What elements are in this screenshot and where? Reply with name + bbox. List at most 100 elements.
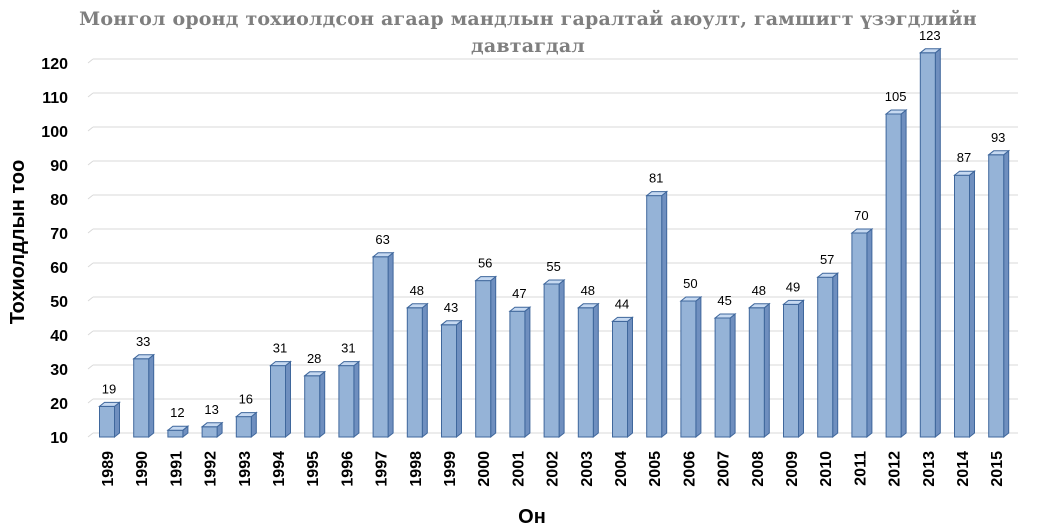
- bar-side: [866, 227, 873, 439]
- bar: [337, 360, 361, 439]
- x-tick-label: 2015: [989, 451, 1006, 487]
- bar-top: [645, 191, 669, 197]
- bar-top: [200, 422, 224, 428]
- bar-front: [338, 365, 355, 438]
- bar-front: [680, 300, 697, 438]
- bar-side: [661, 190, 668, 439]
- x-axis-ticks: 1989 1990 1991 1992 1993 1994 1995 1996 1997 1998…: [100, 451, 1006, 487]
- gridline-depth: [87, 432, 94, 438]
- bar-top: [132, 354, 156, 360]
- bar-side: [114, 401, 120, 439]
- bar-front: [988, 154, 1005, 438]
- x-tick-label: 2011: [852, 451, 869, 486]
- bar: [440, 319, 463, 439]
- data-label: 43: [444, 300, 458, 315]
- y-tick-label: 30: [50, 362, 68, 379]
- bar-front: [235, 416, 252, 438]
- gridline-depth: [87, 262, 94, 268]
- bar-side: [900, 108, 907, 439]
- data-label: 50: [683, 276, 697, 291]
- x-tick-label: 1989: [100, 451, 117, 487]
- bar-front: [133, 358, 150, 438]
- bar-side: [387, 251, 394, 439]
- bar-top: [405, 303, 429, 309]
- bar-side: [832, 272, 839, 439]
- y-tick-label: 10: [50, 430, 68, 447]
- data-label: 49: [786, 279, 800, 294]
- x-tick-label: 2007: [716, 451, 733, 487]
- bar-front: [577, 307, 594, 438]
- bar: [98, 401, 121, 439]
- bar-side: [558, 278, 565, 439]
- bar-front: [714, 317, 731, 438]
- bar-side: [592, 302, 599, 439]
- y-axis-title: Тохиолдлын тоо: [7, 160, 29, 325]
- bar-top: [987, 150, 1011, 156]
- bar-side: [627, 316, 633, 439]
- bar-top: [611, 316, 634, 322]
- data-label: 105: [885, 89, 907, 104]
- data-label: 48: [581, 283, 595, 298]
- bar: [132, 353, 156, 439]
- data-label: 57: [820, 252, 834, 267]
- data-label: 123: [919, 28, 941, 43]
- data-label: 63: [375, 232, 389, 247]
- bar: [371, 251, 395, 439]
- bar: [918, 47, 942, 439]
- bar-front: [509, 310, 526, 438]
- x-tick-label: 1999: [442, 451, 459, 487]
- data-label: 31: [341, 341, 355, 356]
- bar: [474, 275, 498, 439]
- gridline-depth: [87, 194, 94, 200]
- bar-side: [319, 370, 326, 439]
- bar-side: [353, 360, 360, 439]
- x-axis-title: Он: [518, 506, 546, 528]
- bar-top: [234, 412, 258, 418]
- x-tick-label: 2005: [647, 451, 664, 487]
- bar-front: [885, 113, 902, 438]
- bar: [611, 316, 634, 439]
- x-tick-label: 2001: [510, 451, 527, 487]
- bar-top: [850, 228, 874, 234]
- bar-top: [782, 299, 805, 305]
- x-tick-label: 2009: [784, 451, 801, 487]
- y-tick-label: 60: [50, 260, 68, 277]
- data-labels: 19 33 12 13 16 31 28 31 63 48 43 56 47 55 48 44 81 50 45 48…: [102, 28, 1006, 420]
- x-tick-label: 2004: [613, 451, 630, 487]
- bar-front: [304, 375, 321, 438]
- gridline-depth: [87, 126, 94, 132]
- bar-top: [884, 109, 908, 115]
- x-tick-label: 2006: [681, 451, 698, 487]
- data-label: 44: [615, 296, 629, 311]
- bar-side: [729, 312, 736, 439]
- bar: [953, 170, 976, 439]
- bar-side: [798, 299, 804, 439]
- chart-title-line-1: Монгол оронд тохиолдсон агаар мандлын га…: [79, 8, 977, 30]
- bar-side: [695, 295, 702, 439]
- gridline-depth: [87, 330, 94, 336]
- bar-side: [456, 319, 462, 439]
- bar: [200, 421, 224, 439]
- bar: [234, 411, 258, 439]
- x-tick-label: 1991: [168, 451, 185, 487]
- y-axis-ticks: 10 20 30 40 50 60 70 80 90 100 110 120: [41, 56, 68, 447]
- bar-side: [524, 306, 531, 439]
- x-tick-label: 2014: [955, 451, 972, 487]
- bar-side: [934, 47, 941, 439]
- y-tick-label: 20: [50, 396, 68, 413]
- bar-front: [851, 232, 868, 438]
- gridline-depth: [87, 92, 94, 98]
- bar-front: [167, 429, 184, 438]
- x-tick-label: 1995: [305, 451, 322, 487]
- chart-title-line-2: давтагдал: [471, 35, 585, 57]
- data-label: 31: [273, 341, 287, 356]
- bar-top: [713, 313, 737, 319]
- y-tick-label: 90: [50, 158, 68, 175]
- x-tick-label: 1992: [203, 451, 220, 487]
- bar-top: [542, 279, 566, 285]
- bar-front: [99, 405, 115, 438]
- y-tick-label: 80: [50, 192, 68, 209]
- bar: [405, 302, 429, 439]
- data-label: 45: [717, 293, 731, 308]
- gridline-depth: [87, 58, 94, 64]
